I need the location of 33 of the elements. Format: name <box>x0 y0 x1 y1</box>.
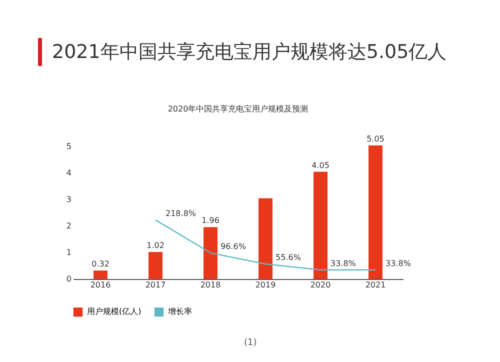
data-label: 4.05 <box>312 160 330 170</box>
bar <box>314 172 328 279</box>
bar <box>368 145 382 279</box>
bar <box>204 227 218 279</box>
data-label: 33.8% <box>386 258 412 268</box>
y-tick-label: 5 <box>66 142 72 152</box>
chart-subtitle: 2020年中国共享充电宝用户规模及预测 <box>168 104 308 114</box>
data-label: 0.32 <box>92 260 110 269</box>
x-tick-label: 2018 <box>200 280 221 290</box>
data-label: 1.96 <box>202 216 220 226</box>
y-tick-label: 4 <box>66 168 72 178</box>
bar <box>148 252 162 279</box>
data-label: 33.8% <box>330 258 356 268</box>
y-tick-label: 2 <box>66 222 72 231</box>
y-tick-label: 3 <box>66 195 72 204</box>
data-label: 5.05 <box>366 134 384 144</box>
y-tick-label: 0 <box>66 274 72 284</box>
chart-title: 2021年中国共享充电宝用户规模将达5.05亿人 <box>52 40 447 65</box>
data-label: 55.6% <box>276 252 302 262</box>
bar <box>94 270 108 279</box>
legend-label: 增长率 <box>167 307 192 316</box>
data-label: 96.6% <box>220 242 246 251</box>
x-tick-label: 2020 <box>310 280 331 290</box>
x-tick-label: 2016 <box>90 280 111 290</box>
text: (1) <box>244 338 257 348</box>
data-label: 1.02 <box>146 241 164 250</box>
legend-label: 用户规模(亿人) <box>87 307 142 316</box>
bar <box>258 198 272 279</box>
x-tick-label: 2017 <box>145 280 166 290</box>
y-tick-label: 1 <box>66 248 72 258</box>
data-label: 218.8% <box>166 208 196 218</box>
x-tick-label: 2021 <box>365 280 386 290</box>
x-tick-label: 2019 <box>255 280 276 290</box>
